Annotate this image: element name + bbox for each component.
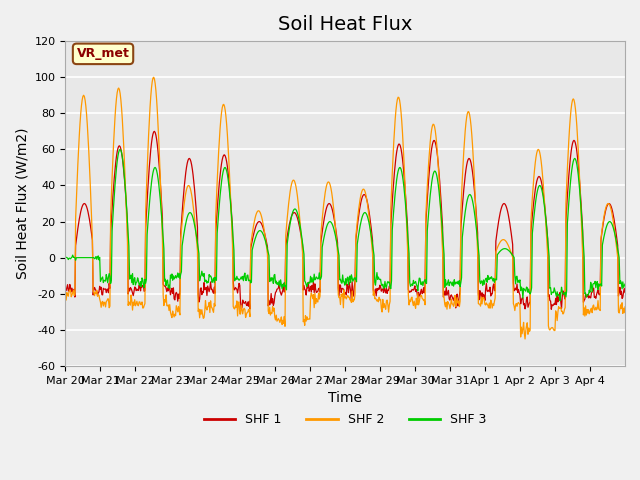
- SHF 2: [280, 321, 287, 326]
- SHF 2: [127, 292, 135, 298]
- SHF 2: [621, 304, 629, 310]
- SHF 3: [259, 230, 266, 236]
- SHF 1: [150, 129, 158, 134]
- SHF 3: [231, 278, 239, 284]
- SHF 2: [259, 217, 266, 223]
- Line: SHF 2: SHF 2: [65, 77, 625, 339]
- SHF 3: [61, 254, 69, 260]
- SHF 2: [404, 247, 412, 253]
- SHF 2: [231, 306, 239, 312]
- SHF 1: [61, 286, 69, 291]
- SHF 1: [127, 286, 135, 291]
- Line: SHF 1: SHF 1: [65, 132, 625, 309]
- Title: Soil Heat Flux: Soil Heat Flux: [278, 15, 412, 34]
- SHF 3: [280, 284, 287, 289]
- Text: VR_met: VR_met: [77, 48, 129, 60]
- SHF 3: [404, 229, 412, 235]
- SHF 1: [280, 281, 287, 287]
- Line: SHF 3: SHF 3: [65, 149, 625, 300]
- Y-axis label: Soil Heat Flux (W/m2): Soil Heat Flux (W/m2): [15, 128, 29, 279]
- SHF 1: [621, 289, 629, 295]
- SHF 3: [116, 146, 124, 152]
- SHF 3: [435, 188, 443, 193]
- SHF 2: [521, 336, 529, 342]
- SHF 2: [61, 289, 69, 295]
- SHF 2: [150, 74, 157, 80]
- SHF 3: [128, 280, 136, 286]
- SHF 1: [404, 225, 412, 230]
- SHF 3: [556, 298, 564, 303]
- SHF 1: [547, 306, 555, 312]
- SHF 1: [231, 287, 239, 293]
- SHF 1: [435, 169, 443, 175]
- Legend: SHF 1, SHF 2, SHF 3: SHF 1, SHF 2, SHF 3: [199, 408, 492, 431]
- X-axis label: Time: Time: [328, 391, 362, 405]
- SHF 2: [435, 175, 443, 180]
- SHF 3: [621, 281, 629, 287]
- SHF 1: [259, 223, 266, 228]
